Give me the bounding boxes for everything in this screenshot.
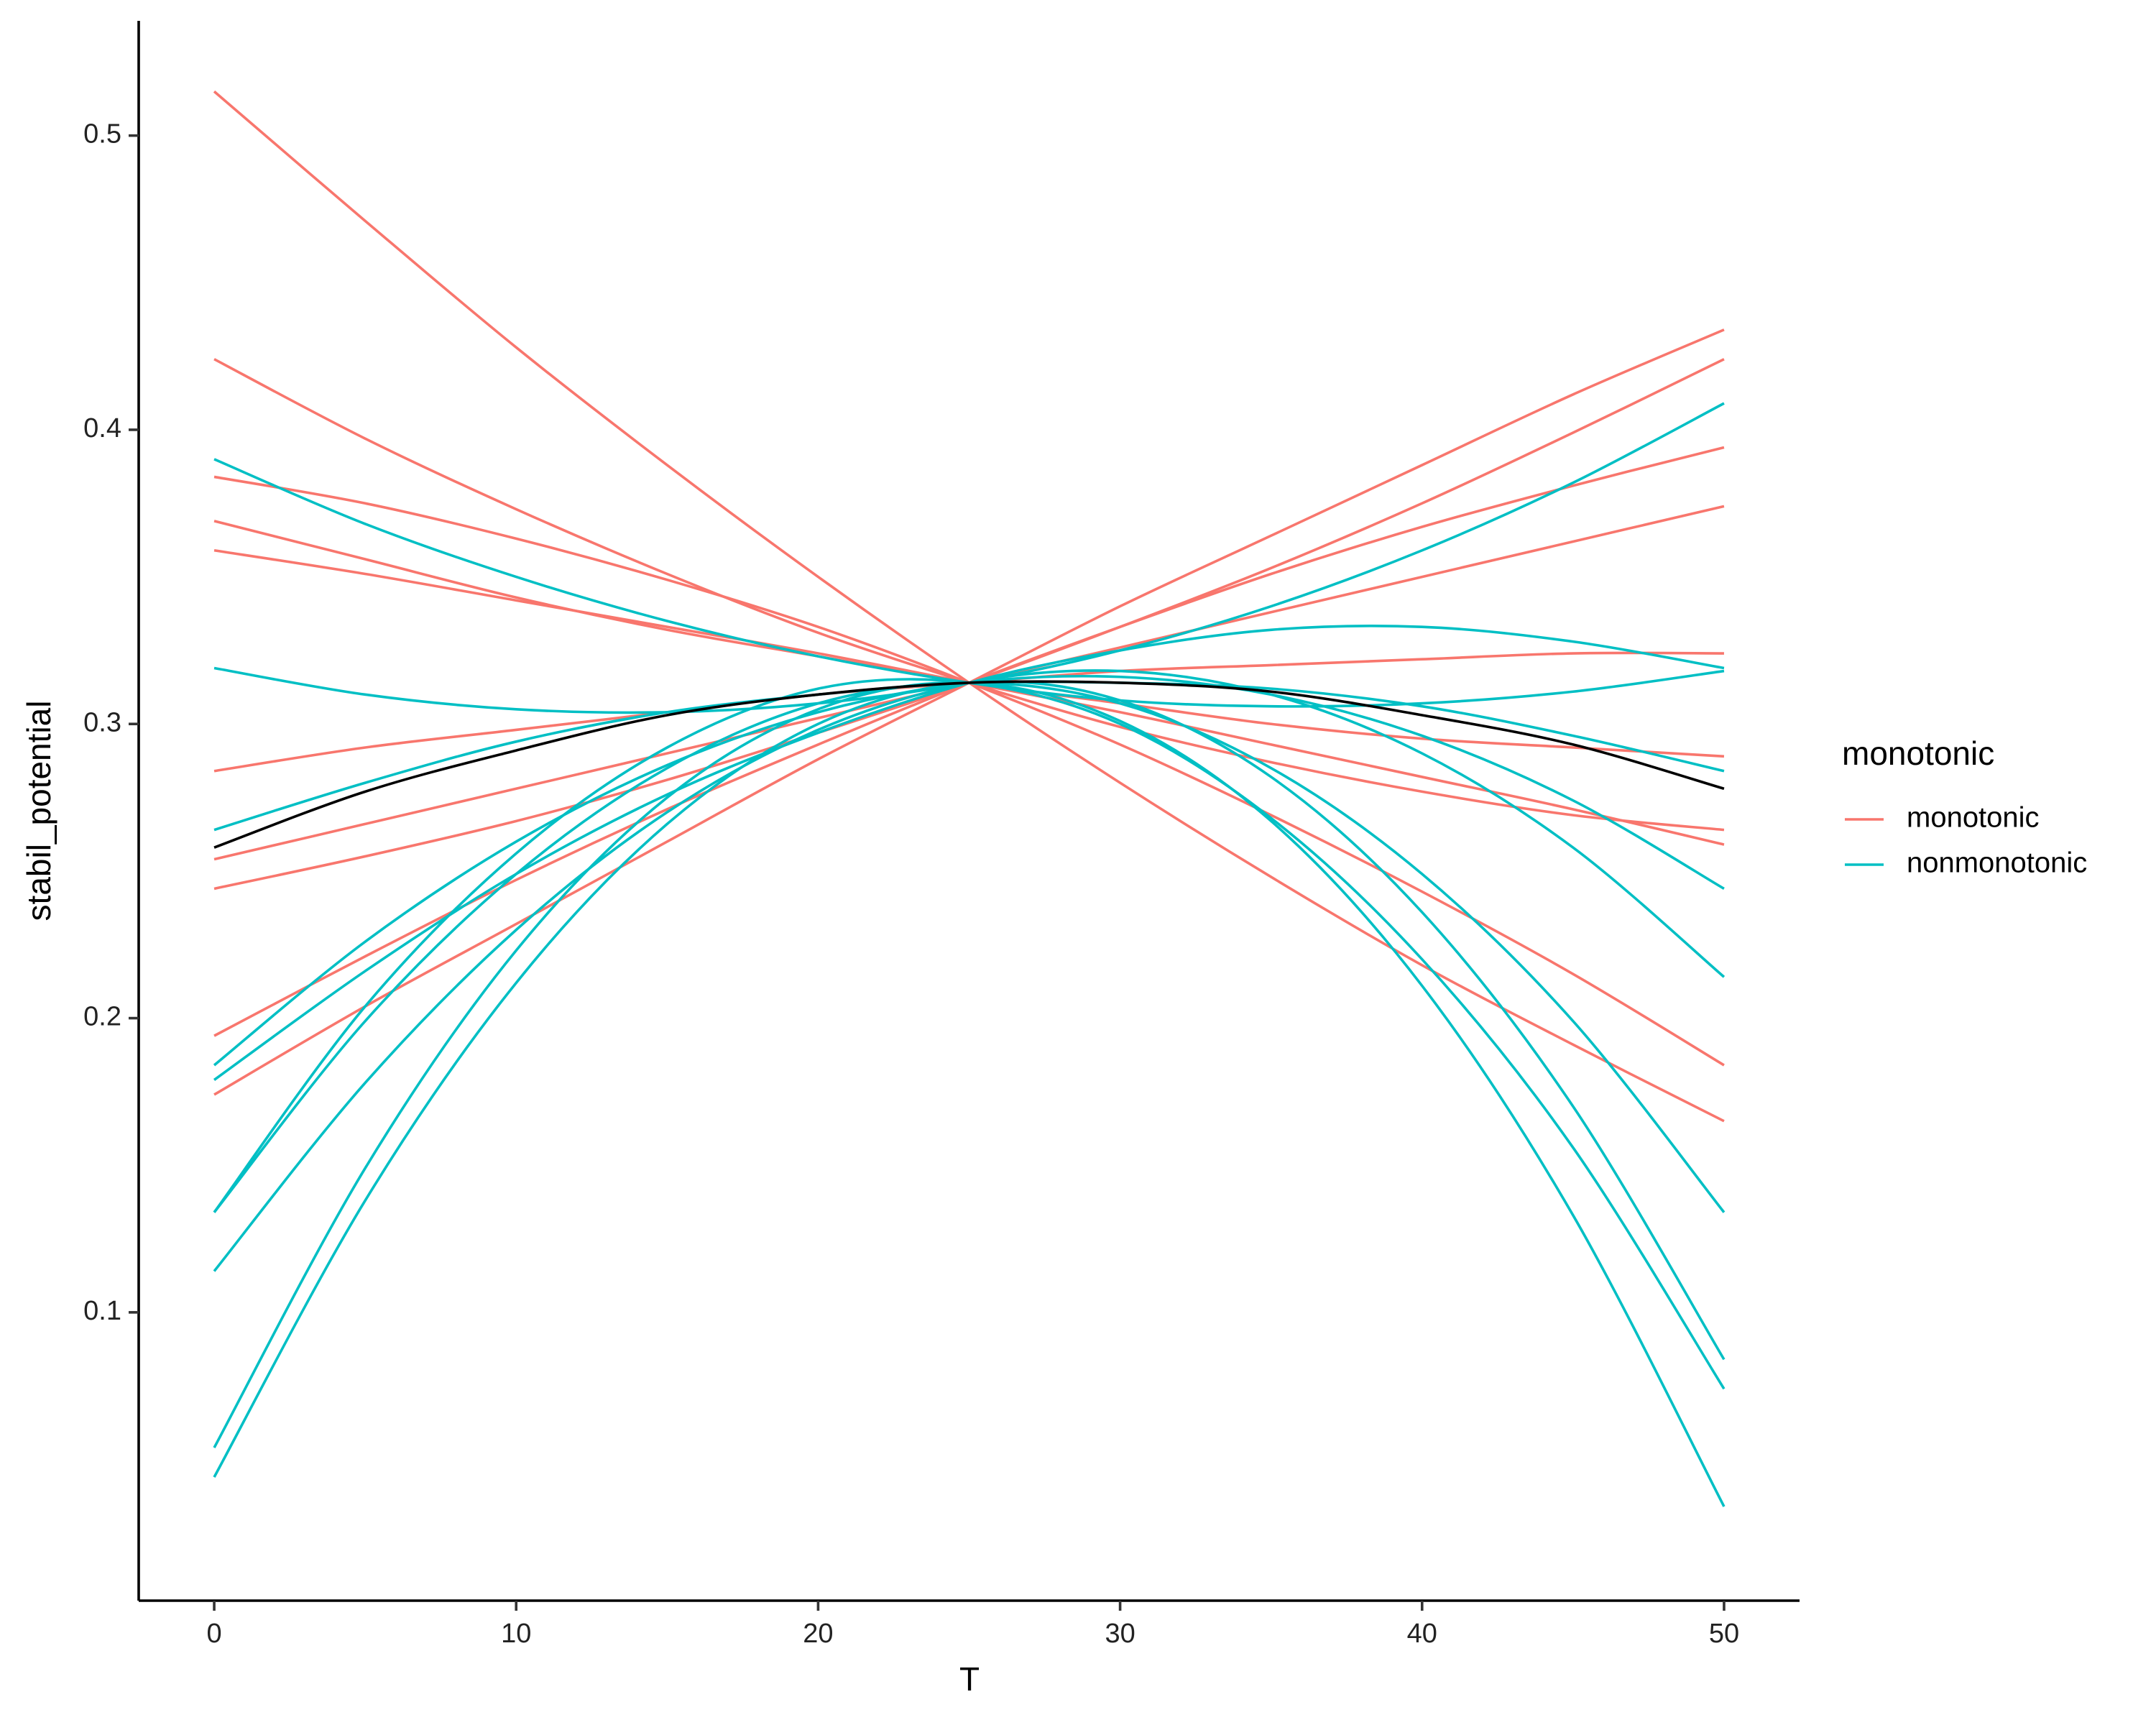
- legend-label: nonmonotonic: [1907, 847, 2087, 879]
- y-tick-label: 0.2: [83, 1002, 121, 1032]
- series-line: [213, 651, 1724, 773]
- y-tick-label: 0.4: [83, 413, 121, 443]
- series-line: [213, 678, 1726, 1390]
- series-line: [213, 475, 1725, 1067]
- series-line: [213, 446, 1725, 1037]
- legend-label: monotonic: [1907, 802, 2040, 834]
- y-tick-label: 0.1: [83, 1296, 121, 1326]
- series-line: [213, 625, 1725, 1081]
- series-line: [213, 458, 1725, 708]
- series-line: [213, 328, 1725, 1096]
- series-line: [213, 90, 1725, 1123]
- y-axis-title: stabil_potential: [20, 701, 57, 921]
- x-tick-label: 30: [1105, 1619, 1135, 1649]
- y-tick-label: 0.3: [83, 707, 121, 737]
- y-tick-label: 0.5: [83, 119, 121, 150]
- x-tick-label: 40: [1407, 1619, 1437, 1649]
- x-tick-label: 10: [501, 1619, 531, 1649]
- series-line: [213, 358, 1725, 891]
- legend-title: monotonic: [1842, 735, 1994, 772]
- mean-line: [213, 680, 1725, 849]
- x-tick-label: 20: [803, 1619, 833, 1649]
- plot-area: [213, 90, 1726, 1507]
- x-axis-title: T: [959, 1660, 980, 1698]
- series-line: [213, 680, 1726, 1478]
- x-tick-label: 0: [206, 1619, 221, 1649]
- x-tick-label: 50: [1709, 1619, 1739, 1649]
